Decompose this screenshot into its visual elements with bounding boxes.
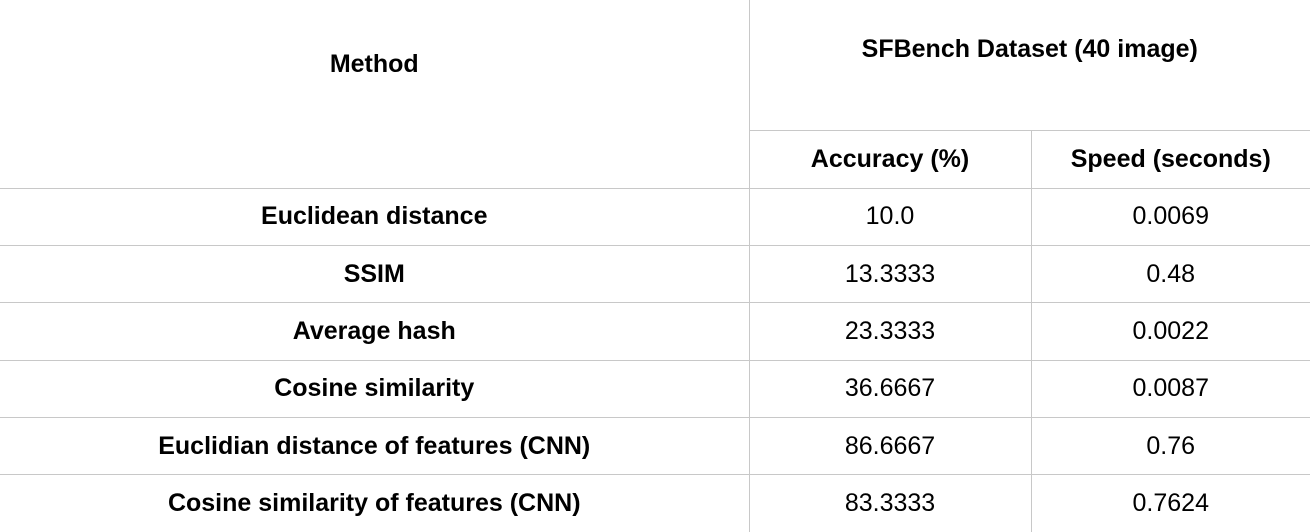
accuracy-column-header: Accuracy (%): [749, 130, 1032, 189]
table-row: Average hash 23.3333 0.0022: [0, 302, 1310, 361]
method-cell: Cosine similarity of features (CNN): [0, 474, 750, 532]
method-cell: Cosine similarity: [0, 360, 750, 419]
header-row-sub: Accuracy (%) Speed (seconds): [0, 130, 1310, 189]
speed-cell: 0.0069: [1031, 188, 1310, 246]
table-row: Cosine similarity of features (CNN) 83.3…: [0, 474, 1310, 532]
method-cell: Average hash: [0, 302, 750, 361]
speed-cell: 0.48: [1031, 245, 1310, 304]
method-column-header: Method: [0, 0, 750, 189]
dataset-column-header: SFBench Dataset (40 image): [749, 0, 1310, 131]
method-cell: SSIM: [0, 245, 750, 304]
speed-cell: 0.0087: [1031, 360, 1310, 419]
speed-cell: 0.0022: [1031, 302, 1310, 361]
table-row: Euclidian distance of features (CNN) 86.…: [0, 417, 1310, 476]
method-cell: Euclidean distance: [0, 188, 750, 246]
accuracy-cell: 86.6667: [749, 417, 1032, 476]
table-row: Cosine similarity 36.6667 0.0087: [0, 360, 1310, 419]
table-row: SSIM 13.3333 0.48: [0, 245, 1310, 304]
accuracy-cell: 13.3333: [749, 245, 1032, 304]
speed-cell: 0.76: [1031, 417, 1310, 476]
method-cell: Euclidian distance of features (CNN): [0, 417, 750, 476]
accuracy-cell: 23.3333: [749, 302, 1032, 361]
table-row: Euclidean distance 10.0 0.0069: [0, 188, 1310, 246]
accuracy-cell: 36.6667: [749, 360, 1032, 419]
accuracy-cell: 10.0: [749, 188, 1032, 246]
accuracy-cell: 83.3333: [749, 474, 1032, 532]
speed-cell: 0.7624: [1132, 489, 1209, 518]
header-row-top: Method SFBench Dataset (40 image): [0, 0, 1310, 189]
speed-column-header: Speed (seconds): [1031, 130, 1310, 189]
